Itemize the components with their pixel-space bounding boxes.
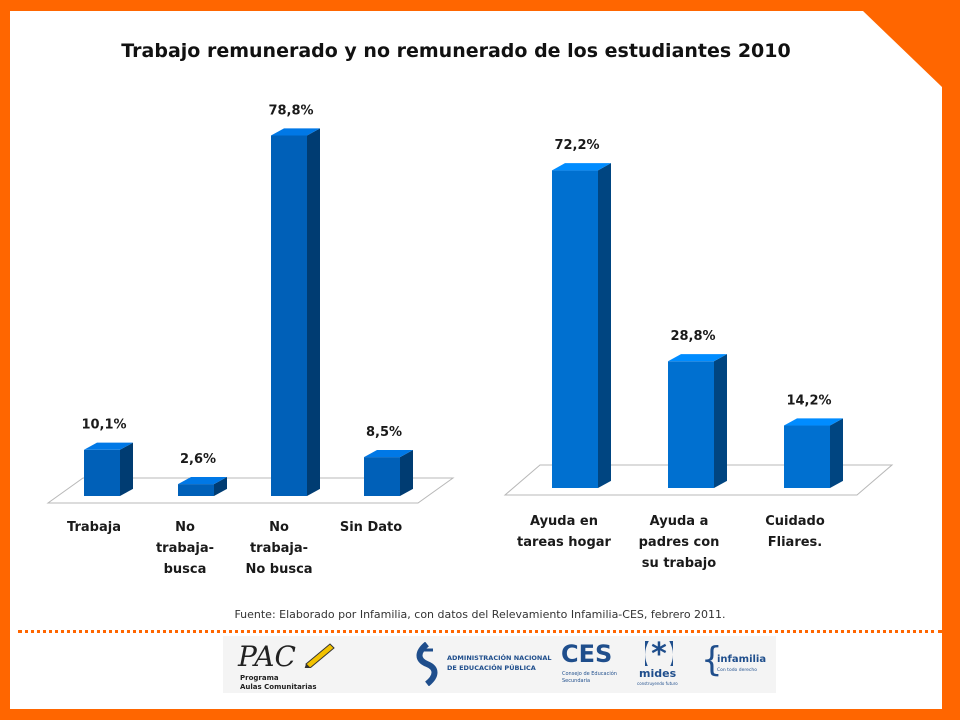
left-chart-bar-4: [364, 449, 413, 496]
ces-logo-line2: Secundaria: [562, 678, 591, 684]
left-chart-category-label-3: No trabaja-No busca: [245, 520, 312, 577]
left-chart-data-label-3: 78,8%: [268, 103, 313, 118]
left-chart-bar-2: [178, 476, 227, 496]
pencil-icon: [304, 643, 335, 668]
left-chart-bar-1: [84, 442, 133, 496]
right-chart-floor: [503, 464, 894, 496]
ces-logo: CES Consejo de Educación Secundaria: [561, 640, 621, 690]
anep-emblem-icon: [416, 642, 438, 686]
slide-frame: [10, 11, 942, 709]
right-chart-bar-3: [784, 418, 843, 488]
dotted-divider: [18, 630, 942, 633]
right-chart-data-label-1: 72,2%: [554, 138, 599, 153]
anep-logo-line2: DE EDUCACIÓN PÚBLICA: [447, 664, 536, 672]
ces-logo-line1: Consejo de Educación: [562, 671, 617, 677]
svg-text:(*): (*): [645, 640, 673, 666]
mides-logo-name: mides: [639, 667, 677, 680]
infamilia-logo-tagline: Con todo derecho: [717, 668, 757, 673]
left-chart-category-label-4: Sin Dato: [340, 520, 402, 535]
right-chart-category-label-2: Ayuda a padres con su trabajo: [639, 514, 720, 571]
right-chart-data-label-3: 14,2%: [786, 393, 831, 408]
mides-logo-tagline: construyendo futuro: [637, 681, 678, 686]
right-chart-data-label-2: 28,8%: [670, 329, 715, 344]
left-chart-data-label-4: 8,5%: [366, 425, 402, 440]
source-note: Fuente: Elaborado por Infamilia, con dat…: [234, 608, 726, 621]
chart-title: Trabajo remunerado y no remunerado de lo…: [121, 40, 791, 62]
left-chart-bar-3: [271, 128, 320, 497]
infamilia-brace-icon: {: [701, 640, 723, 680]
left-chart-data-label-1: 10,1%: [81, 418, 126, 433]
left-chart-category-label-2: No trabaja-busca: [156, 520, 214, 577]
pac-logo: PAC Programa Aulas Comunitarias: [238, 640, 338, 691]
logo-strip: PAC Programa Aulas Comunitarias ADMINIST…: [223, 636, 776, 693]
anep-logo-line1: ADMINISTRACIÓN NACIONAL: [447, 654, 552, 662]
anep-logo: ADMINISTRACIÓN NACIONAL DE EDUCACIÓN PÚB…: [413, 642, 553, 688]
left-chart-category-label-1: Trabaja: [67, 520, 121, 535]
infamilia-logo: { infamilia Con todo derecho: [701, 640, 773, 688]
infamilia-logo-name: infamilia: [717, 654, 767, 665]
left-chart-floor: [46, 477, 455, 504]
pac-logo-line2: Aulas Comunitarias: [240, 683, 317, 691]
right-chart-category-label-1: Ayuda en tareas hogar: [517, 514, 612, 550]
pac-logo-line1: Programa: [240, 674, 279, 682]
ces-logo-name: CES: [561, 640, 613, 668]
right-chart-bar-1: [552, 163, 611, 489]
pac-logo-name: PAC: [238, 640, 296, 673]
right-chart-category-label-3: Cuidado Fliares.: [765, 514, 825, 550]
left-chart-data-label-2: 2,6%: [180, 452, 216, 467]
right-chart-bar-2: [668, 354, 727, 488]
mides-logo: (*) mides construyendo futuro: [635, 640, 685, 690]
mides-asterisk-icon: (*): [645, 640, 673, 666]
